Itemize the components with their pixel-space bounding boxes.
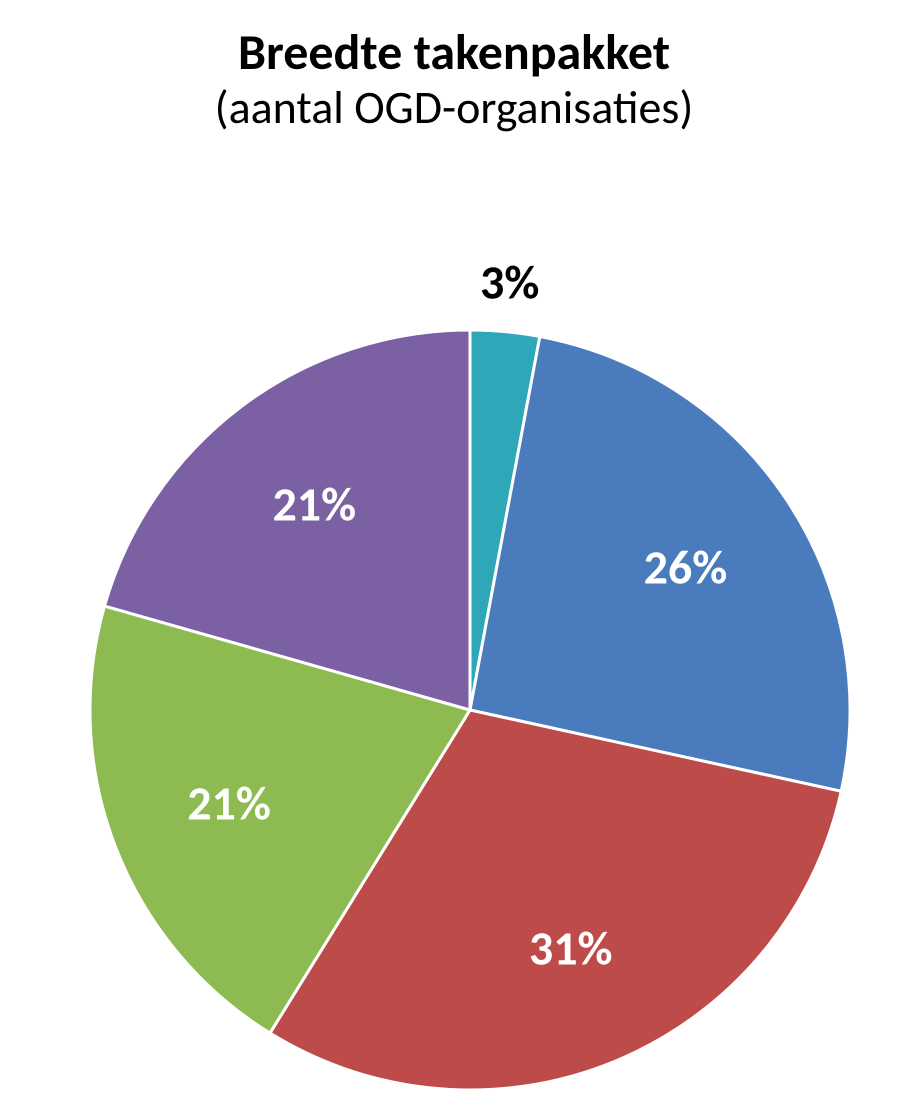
pie-chart-container: Breedte takenpakket (aantal OGD-organisa…: [0, 0, 908, 1113]
slice-label-2: 31%: [529, 918, 613, 977]
pie-svg: [80, 320, 860, 1100]
slice-label-4: 21%: [272, 474, 356, 533]
chart-title: Breedte takenpakket: [0, 24, 908, 82]
slice-label-1: 26%: [644, 538, 728, 597]
pie-area: 3%26%31%21%21%: [80, 320, 860, 1100]
slice-label-3: 21%: [187, 774, 271, 833]
chart-subtitle: (aantal OGD-organisaties): [0, 82, 908, 135]
slice-label-0: 3%: [480, 252, 539, 311]
chart-titles: Breedte takenpakket (aantal OGD-organisa…: [0, 24, 908, 134]
